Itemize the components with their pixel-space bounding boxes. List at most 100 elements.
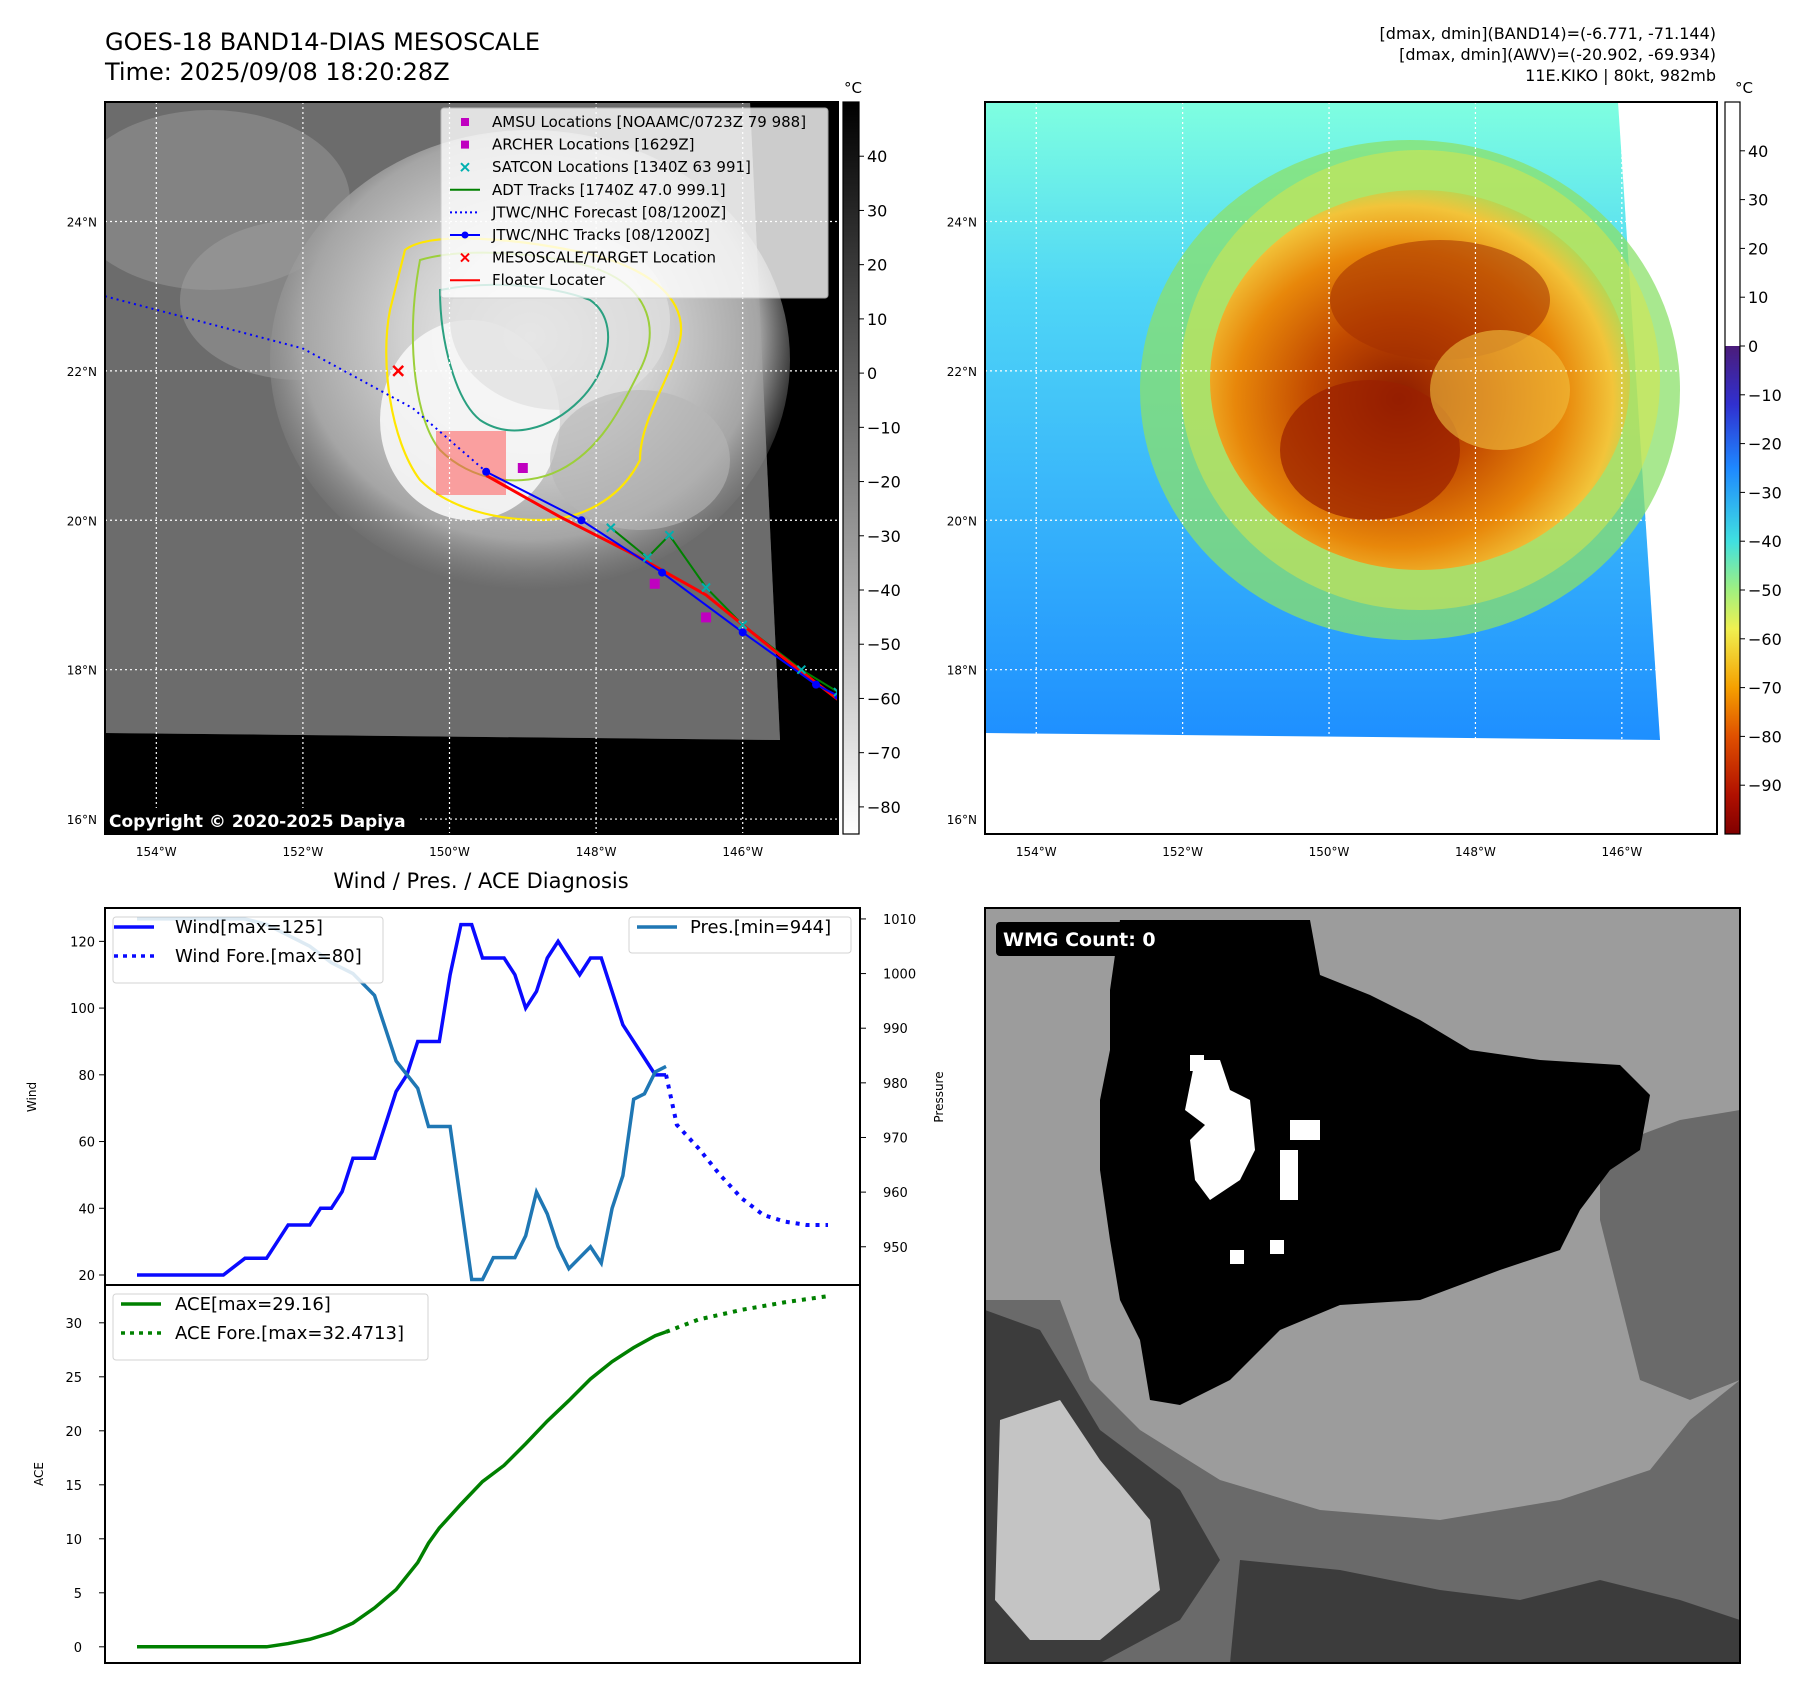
colorbar-tick-label: 20 xyxy=(867,256,887,275)
pressure-tick-label: 970 xyxy=(883,1131,908,1146)
legend-marker xyxy=(460,162,470,172)
amsu-point xyxy=(701,612,712,623)
copyright-box xyxy=(105,808,417,834)
legend-label: ACE Fore.[max=32.4713] xyxy=(175,1323,404,1344)
awv-colorbar: °C 40 30 20 10 0 −10 −20 −30 −40 −50 −60 −70 −80 −90 xyxy=(1724,79,1782,835)
awv-lon-tick-label: 152°W xyxy=(1162,845,1203,859)
ir-lon-tick-label: 154°W xyxy=(136,845,177,859)
target-point xyxy=(392,365,405,377)
colorbar-tick-label: 20 xyxy=(1748,239,1768,258)
ace-tick-label: 10 xyxy=(65,1533,82,1548)
best-track-point xyxy=(482,467,491,476)
colorbar-tick-label: −60 xyxy=(1748,630,1782,649)
best-track-point xyxy=(812,680,821,689)
pressure-axis-label: Pressure xyxy=(932,1071,946,1122)
legend-marker xyxy=(461,118,469,126)
legend-label: Wind[max=125] xyxy=(175,917,323,938)
wind-tick-label: 20 xyxy=(78,1269,95,1284)
colorbar-tick-label: −30 xyxy=(867,527,901,546)
colorbar-tick-label: −50 xyxy=(1748,581,1782,600)
wind-tick-label: 60 xyxy=(78,1136,95,1151)
ir-lat-tick-label: 24°N xyxy=(67,216,97,230)
floater-track-line xyxy=(485,474,838,701)
ace-tick-label: 5 xyxy=(74,1587,82,1602)
colorbar-tick-label: −50 xyxy=(867,635,901,654)
wind-axis-label: Wind xyxy=(25,1082,39,1112)
forecast-track-line xyxy=(105,295,487,473)
colorbar-tick-label: −20 xyxy=(1748,435,1782,454)
ace-tick-label: 15 xyxy=(65,1479,82,1494)
satcon-point xyxy=(606,523,616,533)
legend-marker xyxy=(460,252,470,263)
awv-lat-tick-label: 20°N xyxy=(947,514,977,528)
ir-lat-tick-label: 20°N xyxy=(67,514,97,528)
stats-band14: [dmax, dmin](BAND14)=(-6.771, -71.144) xyxy=(1380,24,1716,43)
figure-time: Time: 2025/09/08 18:20:28Z xyxy=(104,58,450,86)
legend-label: Floater Locater xyxy=(492,271,606,289)
legend-label: ARCHER Locations [1629Z] xyxy=(492,136,695,154)
legend-label: SATCON Locations [1340Z 63 991] xyxy=(492,158,751,176)
colorbar-tick-label: 10 xyxy=(1748,288,1768,307)
floater-box xyxy=(436,431,506,495)
colorbar-tick-label: −10 xyxy=(1748,386,1782,405)
awv-colorbar-unit: °C xyxy=(1735,79,1753,97)
ir-lon-tick-label: 146°W xyxy=(722,845,763,859)
ir-colorbar-unit: °C xyxy=(844,79,862,97)
pressure-tick-label: 990 xyxy=(883,1022,908,1037)
ir-lat-tick-label: 22°N xyxy=(67,365,97,379)
legend-label: ACE[max=29.16] xyxy=(175,1294,331,1315)
pressure-tick-label: 980 xyxy=(883,1077,908,1092)
ace-series-line-0 xyxy=(137,1330,667,1649)
wmg-black-region xyxy=(1100,920,1650,1405)
diagnosis-title: Wind / Pres. / ACE Diagnosis xyxy=(333,869,628,893)
ir-satellite-panel: Copyright © 2020-2025 Dapiya AMSU Locati… xyxy=(67,101,839,859)
legend-label: JTWC/NHC Forecast [08/1200Z] xyxy=(491,203,726,221)
colorbar-tick-label: −40 xyxy=(867,581,901,600)
awv-lon-tick-label: 146°W xyxy=(1601,845,1642,859)
ace-series-line-1 xyxy=(665,1294,829,1334)
wind-pressure-chart: Wind / Pres. / ACE Diagnosis Wind Pressu… xyxy=(25,869,946,1286)
colorbar-tick-label: −30 xyxy=(1748,483,1782,502)
colorbar-tick-label: 0 xyxy=(1748,337,1758,356)
ir-lon-tick-label: 148°W xyxy=(576,845,617,859)
awv-lat-tick-label: 18°N xyxy=(947,664,977,678)
colorbar-tick-label: 10 xyxy=(867,310,887,329)
wmg-count-box xyxy=(996,922,1174,956)
ace-tick-label: 25 xyxy=(65,1371,82,1386)
amsu-point xyxy=(649,578,660,589)
wmg-panel: WMG Count: 0 xyxy=(984,907,1741,1664)
colorbar-tick-label: −70 xyxy=(867,744,901,763)
colorbar-tick-label: 30 xyxy=(867,201,887,220)
figure-title: GOES-18 BAND14-DIAS MESOSCALE xyxy=(105,28,540,56)
legend-label: Wind Fore.[max=80] xyxy=(175,946,362,967)
colorbar-tick-label: −80 xyxy=(1748,727,1782,746)
colorbar-tick-label: −60 xyxy=(867,689,901,708)
ir-legend: AMSU Locations [NOAAMC/0723Z 79 988] ARCH… xyxy=(440,107,829,299)
awv-panel: 16°N 18°N 20°N 22°N 24°N 154°W 152°W 150°W 148°W… xyxy=(947,101,1718,859)
pressure-tick-label: 1000 xyxy=(883,968,916,983)
colorbar-tick-label: 40 xyxy=(1748,142,1768,161)
awv-lat-tick-label: 24°N xyxy=(947,216,977,230)
wind-tick-label: 120 xyxy=(70,935,95,950)
legend-label: AMSU Locations [NOAAMC/0723Z 79 988] xyxy=(492,113,806,131)
legend-label: JTWC/NHC Tracks [08/1200Z] xyxy=(491,226,710,244)
legend-marker xyxy=(461,140,469,149)
wmg-count-label: WMG Count: 0 xyxy=(1003,929,1156,951)
ace-axis-label: ACE xyxy=(32,1462,46,1486)
best-track-point xyxy=(738,628,747,637)
awv-lat-tick-label: 16°N xyxy=(947,813,977,827)
ir-lon-tick-label: 152°W xyxy=(283,845,324,859)
satcon-point xyxy=(701,582,711,593)
satcon-point xyxy=(664,530,675,540)
pressure-tick-label: 960 xyxy=(883,1186,908,1201)
colorbar-tick-label: −70 xyxy=(1748,679,1782,698)
awv-lat-tick-label: 22°N xyxy=(947,365,977,379)
ace-tick-label: 20 xyxy=(65,1425,82,1440)
ir-colorbar: °C 40 30 20 10 0 −10 −20 −30 −40 −50 −60 −70 −80 xyxy=(842,79,901,835)
ir-lat-tick-label: 16°N xyxy=(67,813,97,827)
colorbar-tick-label: −10 xyxy=(867,418,901,437)
wmg-light-region xyxy=(995,1400,1160,1640)
legend-label: Pres.[min=944] xyxy=(690,917,831,938)
legend-label: ADT Tracks [1740Z 47.0 999.1] xyxy=(492,181,726,199)
best-track-line xyxy=(485,470,838,697)
